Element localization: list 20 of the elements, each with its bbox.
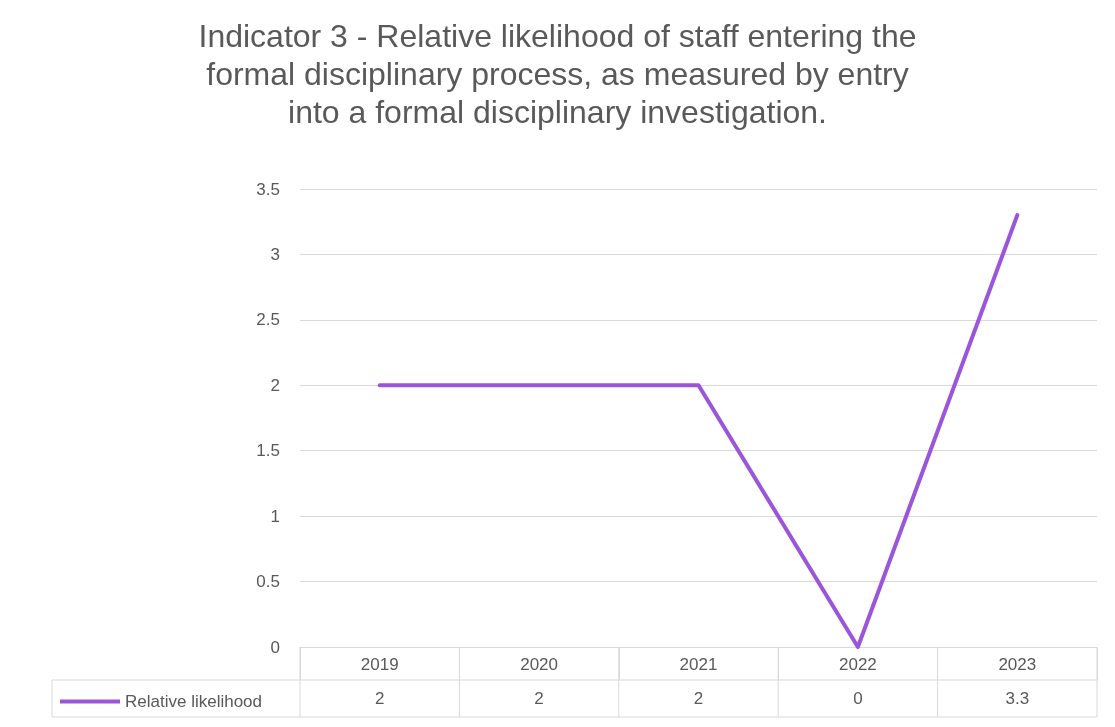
y-tick-label: 1.5 bbox=[256, 441, 280, 461]
y-tick-label: 3 bbox=[270, 244, 280, 264]
data-label: 2 bbox=[693, 688, 704, 708]
y-tick-label: 0.5 bbox=[256, 572, 280, 592]
data-label: 2 bbox=[534, 688, 544, 708]
y-tick-label: 3.5 bbox=[256, 179, 280, 199]
data-label: 2 bbox=[374, 688, 385, 708]
y-tick-label: 2.5 bbox=[256, 310, 280, 330]
y-tick-label: 2 bbox=[270, 375, 280, 395]
y-tick-label: 0 bbox=[270, 637, 280, 657]
x-tick-label: 2022 bbox=[838, 655, 877, 674]
x-tick-label: 2021 bbox=[679, 655, 718, 674]
legend-label: Relative likelihood bbox=[125, 692, 263, 711]
chart-title: Indicator 3 - Relative likelihood of staff entering the formal disciplinary process, as measured by entry into a formal disciplinary investigation. bbox=[198, 18, 917, 130]
x-tick-label: 2023 bbox=[998, 655, 1037, 674]
data-label: 3.3 bbox=[1005, 688, 1030, 708]
x-tick-label: 2020 bbox=[520, 655, 559, 674]
x-tick-label: 2019 bbox=[360, 655, 399, 674]
data-label: 0 bbox=[853, 688, 863, 708]
y-tick-label: 1 bbox=[270, 506, 280, 526]
